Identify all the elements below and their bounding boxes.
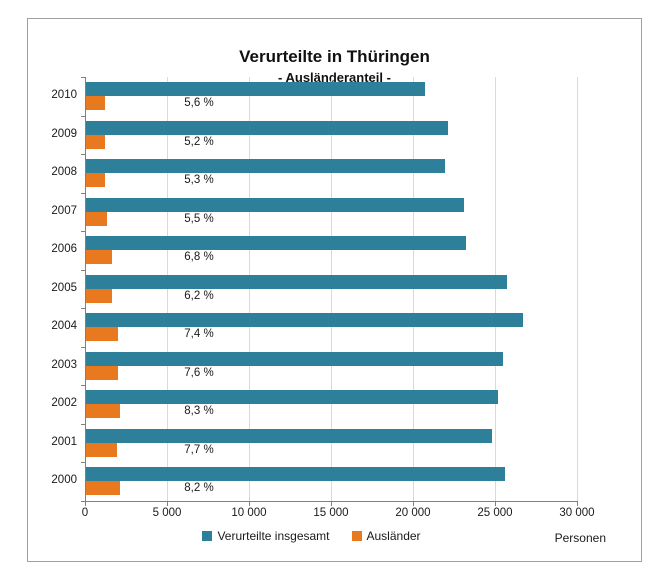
gridline (331, 77, 332, 501)
gridline (167, 77, 168, 501)
x-axis-tick (331, 502, 332, 506)
x-axis-tick (85, 502, 86, 506)
y-axis-tick (81, 154, 85, 155)
percentage-label: 6,2 % (184, 290, 214, 302)
legend-swatch-icon (351, 531, 362, 541)
x-axis-line (85, 501, 578, 502)
y-axis-tick (81, 462, 85, 463)
percentage-label: 8,3 % (184, 405, 214, 417)
percentage-label: 7,7 % (184, 444, 214, 456)
x-axis-tick (577, 502, 578, 506)
x-axis-tick (413, 502, 414, 506)
y-axis-label: 2005 (51, 282, 77, 294)
gridline (413, 77, 414, 501)
y-axis-tick (81, 270, 85, 271)
y-axis-tick (81, 308, 85, 309)
y-axis-tick (81, 231, 85, 232)
y-axis-tick (81, 116, 85, 117)
percentage-label: 5,5 % (184, 213, 214, 225)
foreigner-bar (86, 443, 117, 457)
total-bar (86, 429, 492, 443)
foreigner-bar (86, 366, 118, 380)
percentage-label: 7,6 % (184, 367, 214, 379)
y-axis-tick (81, 193, 85, 194)
total-bar (86, 121, 448, 135)
x-axis-tick (167, 502, 168, 506)
legend-label: Verurteilte insgesamt (217, 529, 330, 543)
legend-swatch-icon (202, 531, 213, 541)
chart-subtitle: - Ausländeranteil - (278, 70, 391, 85)
x-axis-label: 20 000 (395, 507, 431, 519)
gridline (495, 77, 496, 501)
percentage-label: 8,2 % (184, 482, 214, 494)
chart-title: Verurteilte in Thüringen (239, 47, 430, 66)
percentage-label: 7,4 % (184, 328, 214, 340)
gridline (249, 77, 250, 501)
foreigner-bar (86, 289, 112, 303)
percentage-label: 5,6 % (184, 97, 214, 109)
foreigner-bar (86, 250, 112, 264)
total-bar (86, 467, 505, 481)
y-axis-line (85, 77, 86, 502)
total-bar (86, 236, 466, 250)
y-axis-tick (81, 501, 85, 502)
y-axis-label: 2007 (51, 205, 77, 217)
x-axis-label: 0 (81, 507, 89, 519)
foreigner-bar (86, 173, 105, 187)
x-axis-tick (495, 502, 496, 506)
y-axis-label: 2003 (51, 359, 77, 371)
y-axis-label: 2008 (51, 166, 77, 178)
foreigner-bar (86, 212, 107, 226)
foreigner-bar (86, 481, 120, 495)
y-axis-label: 2006 (51, 243, 77, 255)
legend-label: Ausländer (366, 529, 421, 543)
y-axis-label: 2002 (51, 397, 77, 409)
x-axis-label: 30 000 (559, 507, 595, 519)
chart-frame: Verurteilte in Thüringen - Ausländerante… (27, 18, 642, 562)
gridline (577, 77, 578, 501)
percentage-label: 5,3 % (184, 174, 214, 186)
foreigner-bar (86, 96, 105, 110)
percentage-label: 6,8 % (184, 251, 214, 263)
foreigner-bar (86, 327, 118, 341)
total-bar (86, 352, 503, 366)
foreigner-bar (86, 135, 105, 149)
legend: Verurteilte insgesamt Ausländer (28, 529, 595, 543)
total-bar (86, 198, 464, 212)
total-bar (86, 275, 507, 289)
total-bar (86, 390, 498, 404)
x-axis-label: 10 000 (231, 507, 267, 519)
x-axis-tick (249, 502, 250, 506)
legend-item: Ausländer (351, 529, 421, 543)
y-axis-label: 2009 (51, 128, 77, 140)
y-axis-label: 2004 (51, 320, 77, 332)
x-axis-label: 5 000 (152, 507, 182, 519)
y-axis-label: 2000 (51, 474, 77, 486)
total-bar (86, 313, 523, 327)
y-axis-tick (81, 385, 85, 386)
x-axis-unit-label: Personen (554, 531, 606, 545)
legend-item: Verurteilte insgesamt (202, 529, 330, 543)
y-axis-tick (81, 77, 85, 78)
foreigner-bar (86, 404, 120, 418)
y-axis-label: 2010 (51, 89, 77, 101)
total-bar (86, 82, 425, 96)
y-axis-label: 2001 (51, 436, 77, 448)
y-axis-tick (81, 424, 85, 425)
total-bar (86, 159, 445, 173)
y-axis-tick (81, 347, 85, 348)
x-axis-label: 25 000 (477, 507, 513, 519)
percentage-label: 5,2 % (184, 136, 214, 148)
x-axis-label: 15 000 (313, 507, 349, 519)
